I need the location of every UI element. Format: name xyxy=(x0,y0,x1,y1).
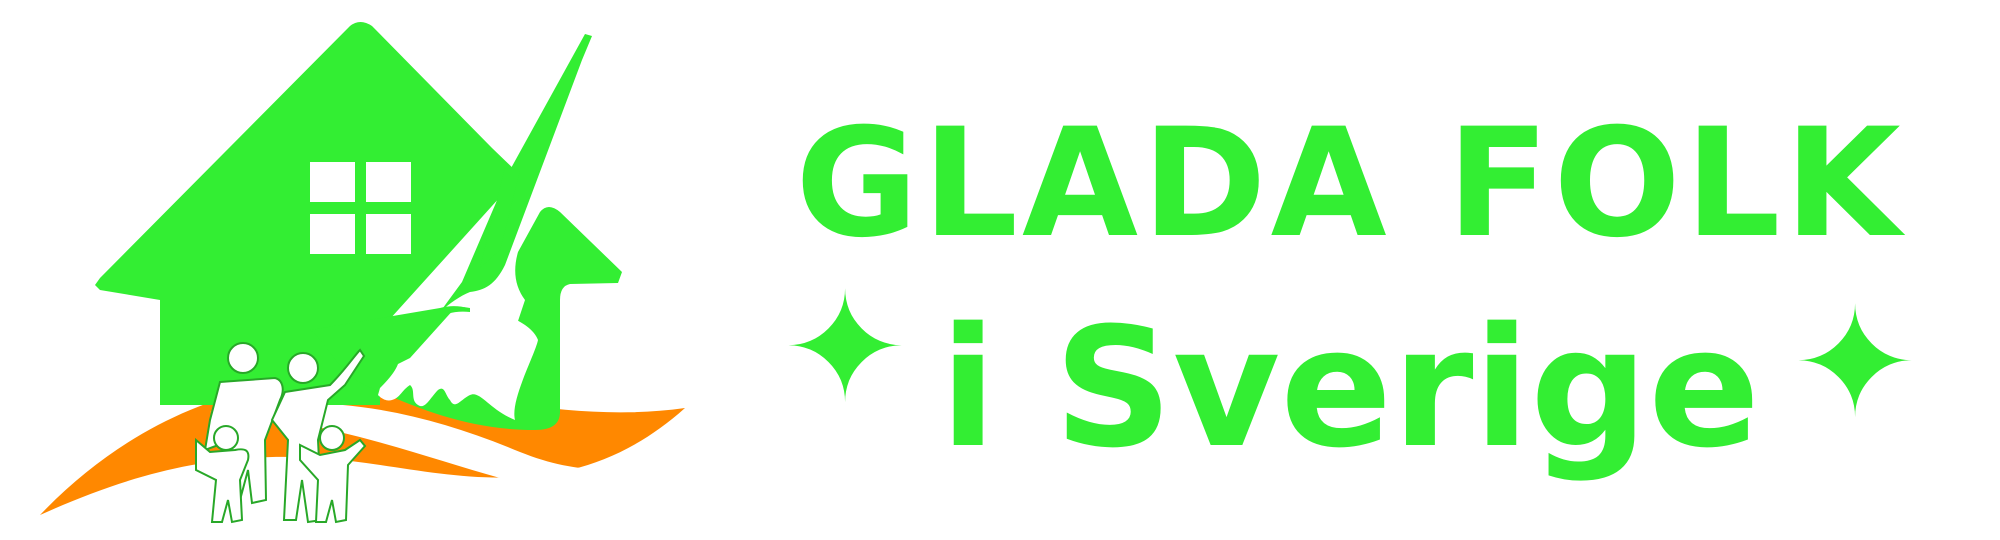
wave-highlight-icon xyxy=(210,402,680,488)
ornament-left-icon: ✦ xyxy=(782,262,908,436)
window-icon xyxy=(310,162,355,202)
family-icon xyxy=(195,342,367,524)
ornament-right-icon: ✦ xyxy=(1792,277,1918,451)
cleaning-hand-icon xyxy=(310,207,622,430)
window-icon xyxy=(366,214,411,254)
brand-subtitle: i Sverige xyxy=(940,292,1760,484)
brand-title: GLADA FOLK xyxy=(795,97,1905,271)
logo-emblem xyxy=(40,22,685,524)
window-icon xyxy=(310,214,355,254)
broom-icon xyxy=(440,34,592,312)
window-icon xyxy=(366,162,411,202)
